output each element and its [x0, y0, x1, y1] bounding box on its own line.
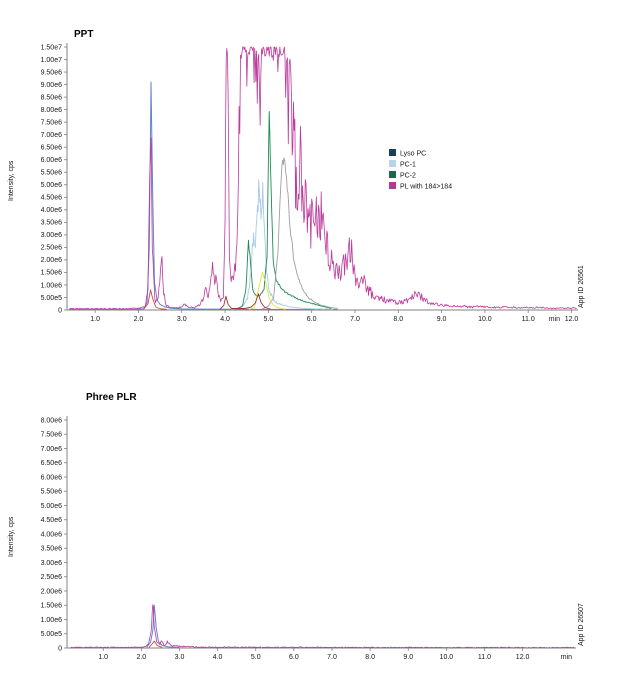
y-tick-label: 8.00e6 [41, 417, 63, 424]
y-tick-label: 9.00e6 [41, 82, 63, 89]
y-tick-label: 2.50e6 [41, 245, 63, 252]
trace-lyso-pc [69, 81, 338, 311]
y-tick-label: 3.50e6 [41, 220, 63, 227]
trace-pl-with-184-184 [70, 604, 575, 649]
x-tick-label: 4.0 [213, 654, 223, 661]
x-tick-label: 6.0 [289, 654, 299, 661]
y-tick-label: 8.50e6 [41, 94, 63, 101]
y-tick-label: 5.00e6 [41, 503, 63, 510]
x-tick-label: 7.0 [327, 654, 337, 661]
y-tick-label: 4.50e6 [41, 517, 63, 524]
y-tick-label: 3.00e6 [41, 232, 63, 239]
y-tick-label: 4.00e6 [41, 531, 63, 538]
x-tick-label: 2.0 [136, 654, 146, 661]
y-tick-label: 1.00e7 [41, 57, 63, 64]
y-tick-label: 7.50e6 [41, 119, 63, 126]
x-tick-label: 3.0 [175, 654, 185, 661]
y-tick-label: 2.50e6 [41, 574, 63, 581]
x-tick-label: 8.0 [393, 316, 403, 323]
x-tick-label: 11.0 [478, 654, 491, 661]
legend-label: Lyso PC [400, 151, 426, 158]
y-tick-label: 4.50e6 [41, 195, 63, 202]
y-tick-label: 2.00e6 [41, 588, 63, 595]
y-tick-label: 0 [58, 645, 62, 652]
y-tick-label: 6.00e6 [41, 157, 63, 164]
trace-pc-1 [231, 179, 334, 310]
y-tick-label: 5.00e5 [41, 295, 63, 302]
legend-swatch-pl-with-184-184 [389, 182, 396, 189]
x-tick-label: 12.0 [565, 316, 579, 323]
x-tick-label: 4.0 [220, 316, 230, 323]
y-tick-label: 6.50e6 [41, 460, 63, 467]
y-tick-label: 1.50e6 [41, 270, 63, 277]
trace-pl-with-184-184 [69, 46, 577, 310]
x-tick-label: 1.0 [98, 654, 108, 661]
y-tick-label: 2.00e6 [41, 257, 63, 264]
y-tick-label: 9.50e6 [41, 69, 63, 76]
y-tick-label: 5.00e5 [41, 631, 63, 638]
y-tick-label: 5.50e6 [41, 170, 63, 177]
y-tick-label: 7.00e6 [41, 446, 63, 453]
y-tick-label: 6.00e6 [41, 474, 63, 481]
x-tick-label: 7.0 [350, 316, 360, 323]
x-unit-label: min [561, 654, 572, 661]
x-tick-label: 1.0 [90, 316, 100, 323]
y-tick-label: 3.50e6 [41, 546, 63, 553]
x-tick-label: 9.0 [437, 316, 447, 323]
y-tick-label: 5.00e6 [41, 182, 63, 189]
legend-swatch-lyso-pc [389, 149, 396, 156]
y-tick-label: 1.50e7 [41, 44, 63, 51]
x-tick-label: 3.0 [177, 316, 187, 323]
legend-swatch-pc-2 [389, 171, 396, 178]
trace-unlabeled-gray [261, 157, 338, 310]
x-tick-label: 12.0 [516, 654, 530, 661]
x-tick-label: 10.0 [478, 316, 492, 323]
x-unit-label: min [549, 316, 560, 323]
x-tick-label: 10.0 [440, 654, 454, 661]
chromatogram-plot-ppt: 0 5.00e5 1.00e6 1.50e6 2.00e6 2.50e6 3.00e6 3.5… [41, 43, 579, 323]
y-tick-label: 7.00e6 [41, 132, 63, 139]
y-tick-label: 5.50e6 [41, 489, 63, 496]
trace-unlabeled-red [148, 640, 163, 648]
trace-pc-2 [237, 111, 332, 310]
y-tick-label: 8.00e6 [41, 107, 63, 114]
y-tick-label: 1.50e6 [41, 603, 63, 610]
x-tick-label: 5.0 [264, 316, 274, 323]
x-tick-label: 9.0 [403, 654, 413, 661]
x-tick-label: 5.0 [251, 654, 261, 661]
legend-label: PL with 184>184 [400, 184, 452, 191]
trace-unlabeled-red [143, 289, 167, 310]
chart-ppt: PPT Intensity, cps App ID 26561 0 5.00e5 1… [8, 29, 585, 323]
x-tick-label: 2.0 [134, 316, 144, 323]
y-tick-label: 4.00e6 [41, 207, 63, 214]
trace-lyso-pc [146, 604, 180, 648]
y-tick-label: 0 [58, 307, 62, 314]
y-tick-label: 6.50e6 [41, 144, 63, 151]
y-tick-label: 1.00e6 [41, 282, 63, 289]
chart-title: PPT [74, 29, 94, 40]
x-tick-label: 8.0 [365, 654, 375, 661]
chromatogram-plot-phree-plr: 0 5.00e5 1.00e6 1.50e6 2.00e6 2.50e6 3.00e6 3.5… [41, 416, 576, 661]
x-tick-label: 6.0 [307, 316, 317, 323]
x-tick-label: 11.0 [522, 316, 535, 323]
legend-label: PC-1 [400, 162, 416, 169]
legend-label: PC-2 [400, 173, 416, 180]
y-tick-label: 7.50e6 [41, 432, 63, 439]
y-tick-label: 3.00e6 [41, 560, 63, 567]
chart-title: Phree PLR [86, 392, 137, 403]
trace-unlabeled-dark-red [219, 293, 271, 310]
legend-swatch-pc-1 [389, 160, 396, 167]
y-tick-label: 1.00e6 [41, 617, 63, 624]
